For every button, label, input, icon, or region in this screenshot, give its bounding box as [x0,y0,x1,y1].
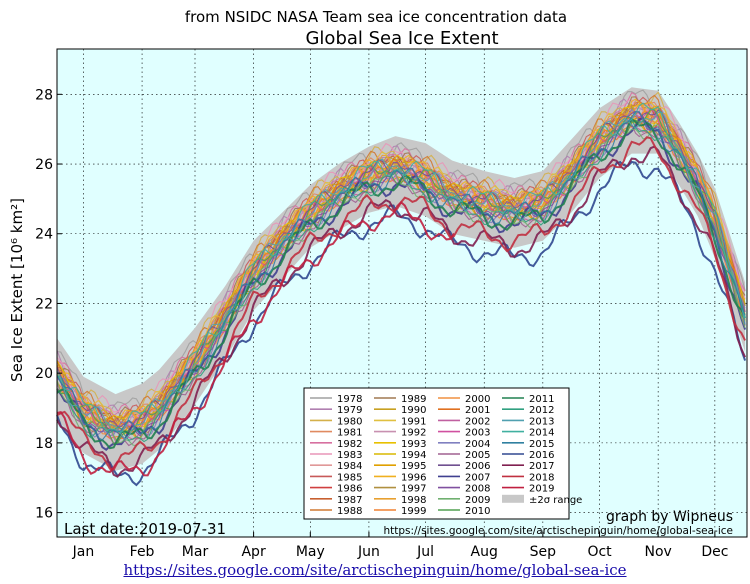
x-tick-label: Jan [72,544,95,560]
legend-label: 1990 [401,405,426,416]
legend-label: 1986 [337,484,362,495]
series-line-2017 [56,145,747,478]
y-tick-label: 20 [35,366,53,382]
legend-label: 1996 [401,472,426,483]
x-tick-label: Aug [471,544,498,560]
legend-label: 1988 [337,506,362,517]
legend-label: 2013 [529,416,554,427]
legend-label: 2002 [465,416,490,427]
legend-label: 2006 [465,461,490,472]
legend-label: 1983 [337,450,362,461]
y-tick-label: 22 [35,296,53,312]
x-tick-label: May [296,544,325,560]
legend-label: 2017 [529,461,554,472]
legend-label: 1998 [401,495,426,506]
chart-suptitle: from NSIDC NASA Team sea ice concentrati… [185,8,567,26]
credit-url-annotation: https://sites.google.com/site/arctischep… [383,525,733,537]
legend-label: 2003 [465,428,490,439]
legend-label: 1989 [401,394,426,405]
legend-label: 2011 [529,394,554,405]
legend-label: 2016 [529,450,554,461]
legend-label: 1985 [337,472,362,483]
source-link[interactable]: https://sites.google.com/site/arctischep… [123,561,627,579]
legend-label: ±2σ range [529,495,582,506]
chart-title: Global Sea Ice Extent [305,28,498,49]
legend-label: 1984 [337,461,362,472]
legend-label: 1995 [401,461,426,472]
x-ticks: Jan Feb Mar Apr May Jun Jul Aug Sep Oct Nov Dec [72,532,728,560]
y-tick-label: 18 [35,436,53,452]
series-line-2011 [56,117,747,450]
x-tick-label: Jun [357,544,380,560]
legend-label: 1994 [401,450,426,461]
x-tick-label: Oct [587,544,612,560]
legend-frame [303,387,570,520]
legend-label: 1993 [401,439,426,450]
series-line-1978 [56,89,746,417]
series-line-2019 [56,200,455,477]
legend-label: 1987 [337,495,362,506]
legend-label: 1978 [337,394,362,405]
legend-label: 1997 [401,484,426,495]
credit-annotation: graph by Wipneus [606,509,733,525]
legend-swatch-band [502,494,524,503]
legend-label: 2004 [465,439,490,450]
legend-label: 1991 [401,416,426,427]
legend-label: 2005 [465,450,490,461]
legend-label: 1980 [337,416,362,427]
y-ticks: 16 18 20 22 24 26 28 [35,87,62,522]
legend: 1978197919801981198219831984198519861987… [303,387,582,520]
legend-label: 1979 [337,405,362,416]
y-axis-label: Sea Ice Extent [10⁶ km²] [8,198,26,382]
y-tick-label: 16 [35,506,53,522]
x-tick-label: Apr [241,544,265,560]
series-line-1997 [56,106,746,434]
series-line-2013 [56,111,746,440]
legend-label: 2018 [529,472,554,483]
y-tick-label: 28 [35,87,53,103]
x-tick-label: Feb [130,544,155,560]
legend-label: 1999 [401,506,426,517]
series-line-1993 [56,103,746,428]
y-tick-label: 24 [35,227,53,243]
legend-label: 2019 [529,484,554,495]
series-lines [56,89,747,487]
x-tick-label: Jul [416,544,434,560]
legend-label: 1982 [337,439,362,450]
legend-label: 2001 [465,405,490,416]
plot-frame [56,48,748,538]
series-line-2015 [56,111,746,441]
legend-label: 2014 [529,428,554,439]
series-line-2000 [56,103,746,435]
series-line-2009 [56,123,746,447]
y-tick-label: 26 [35,157,53,173]
legend-label: 2009 [465,495,490,506]
legend-label: 2015 [529,439,554,450]
x-tick-label: Sep [530,544,557,560]
legend-label: 2007 [465,472,490,483]
x-tick-label: Nov [644,544,671,560]
last-date-annotation: Last date:2019-07-31 [64,520,226,538]
legend-label: 1981 [337,428,362,439]
legend-label: 2012 [529,405,554,416]
legend-label: 2000 [465,394,490,405]
legend-label: 2008 [465,484,490,495]
legend-label: 1992 [401,428,426,439]
legend-label: 2010 [465,506,490,517]
x-tick-label: Mar [182,544,209,560]
x-tick-label: Dec [701,544,728,560]
